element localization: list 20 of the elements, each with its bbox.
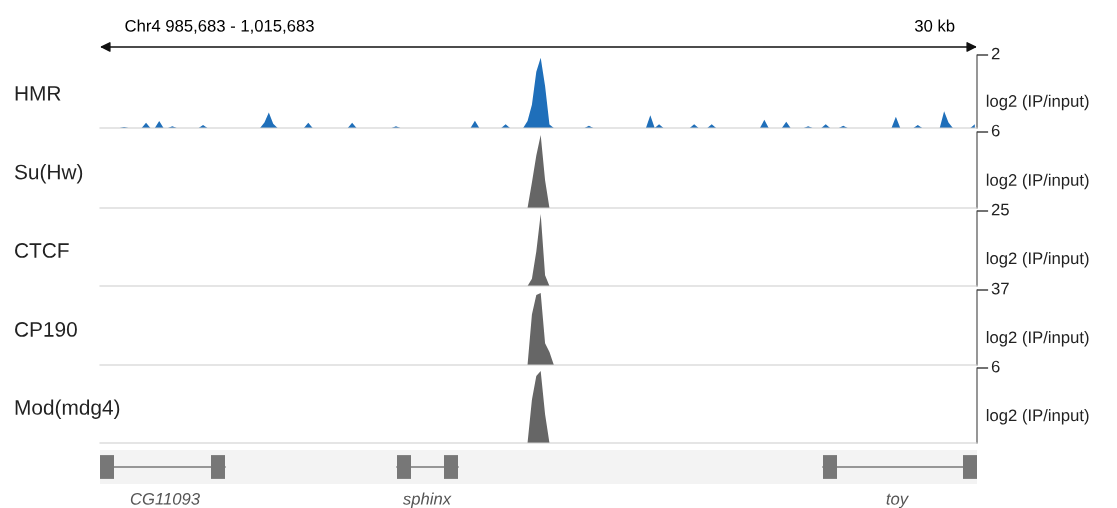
text: 6	[991, 124, 1000, 137]
text: CTCF	[15, 243, 69, 258]
text: sphinx	[402, 492, 452, 508]
text: 25	[991, 203, 1009, 216]
series-label: Su(Hw)	[14, 164, 83, 184]
text: 6	[991, 360, 1000, 373]
y-axis-title: log2 (IP/input)	[986, 251, 1089, 268]
y-axis-title: log2 (IP/input)	[986, 408, 1089, 425]
text: 2	[991, 47, 1000, 60]
text: toy	[886, 493, 909, 508]
y-axis-title: log2 (IP/input)	[986, 173, 1089, 190]
text: HMR	[15, 86, 61, 101]
text: 37	[991, 282, 1009, 295]
y-axis-title: log2 (IP/input)	[986, 330, 1089, 347]
text: CG11093	[130, 492, 200, 505]
series-label: Mod(mdg4)	[15, 399, 120, 419]
series-label: CP190	[15, 322, 77, 337]
text: 30 kb	[914, 19, 955, 32]
y-axis-title: log2 (IP/input)	[986, 94, 1089, 111]
chart-title: Chr4 985,683 - 1,015,683	[125, 19, 314, 34]
